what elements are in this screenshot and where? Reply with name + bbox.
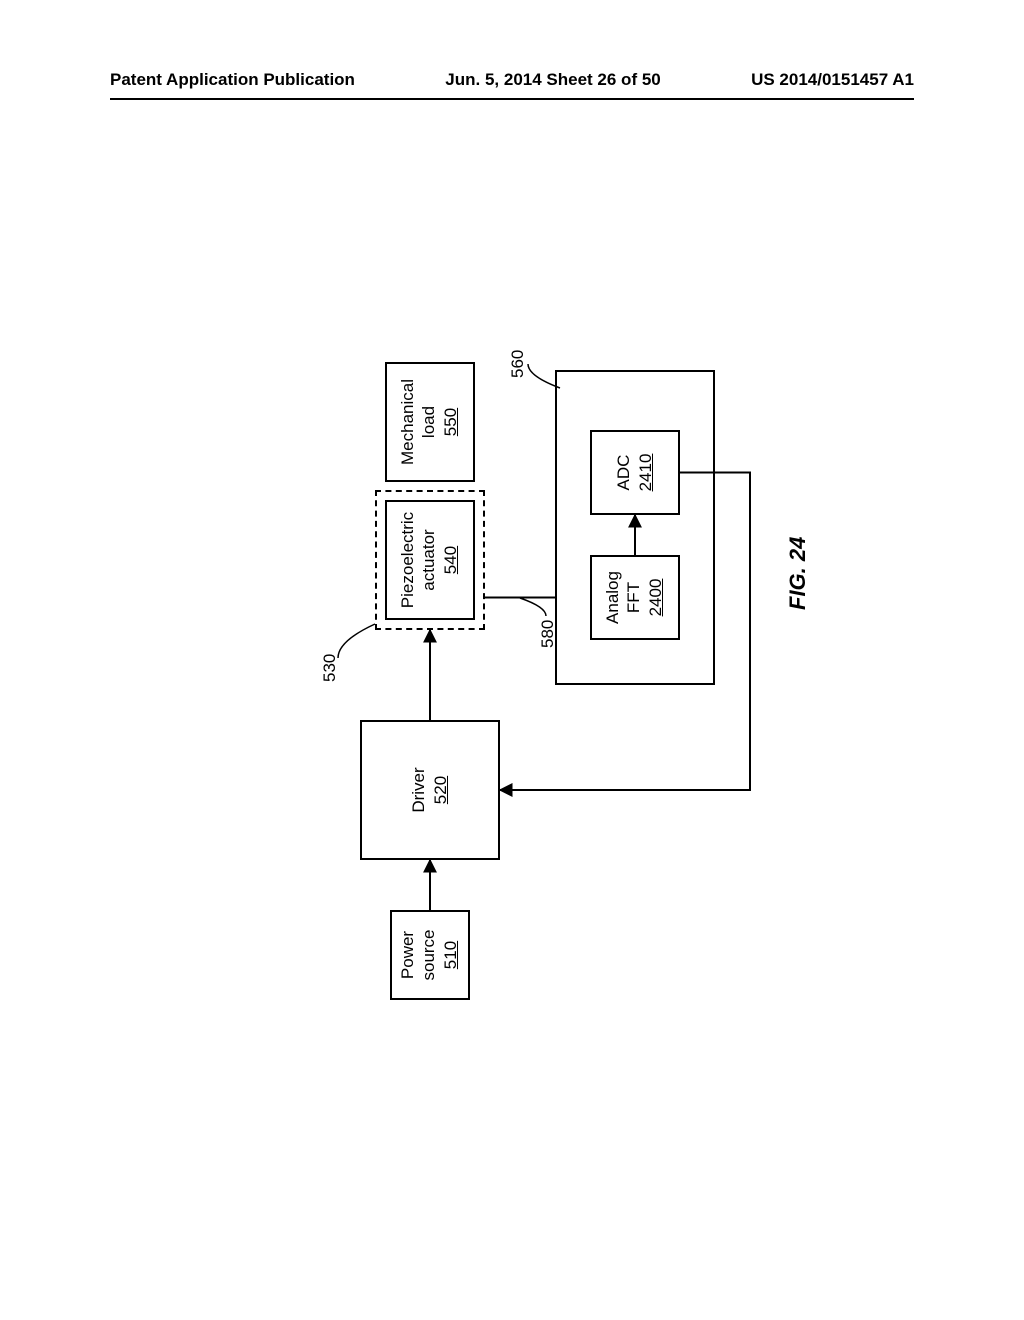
figure-caption: FIG. 24 [785, 537, 811, 610]
ref-580: 580 [538, 620, 558, 648]
block-label: AnalogFFT [603, 571, 644, 624]
header-center: Jun. 5, 2014 Sheet 26 of 50 [445, 70, 660, 90]
block-analog-fft: AnalogFFT 2400 [590, 555, 680, 640]
header-right: US 2014/0151457 A1 [751, 70, 914, 90]
block-label: ADC [614, 455, 634, 491]
ref-560: 560 [508, 350, 528, 378]
diagram-area: Powersource 510 Driver 520 Piezoelectric… [160, 300, 860, 1000]
ref-530: 530 [320, 654, 340, 682]
diagram-rotated: Powersource 510 Driver 520 Piezoelectric… [160, 300, 860, 1000]
block-driver: Driver 520 [360, 720, 500, 860]
block-mechanical-load: Mechanicalload 550 [385, 362, 475, 482]
block-num: 510 [441, 941, 461, 969]
block-label: Piezoelectricactuator [398, 512, 439, 608]
header-left: Patent Application Publication [110, 70, 355, 90]
block-num: 550 [441, 408, 461, 436]
page-header: Patent Application Publication Jun. 5, 2… [0, 70, 1024, 90]
block-num: 520 [431, 776, 451, 804]
block-adc: ADC 2410 [590, 430, 680, 515]
header-rule [110, 98, 914, 100]
block-label: Powersource [398, 929, 439, 980]
diagram-connectors [160, 300, 860, 1000]
block-label: Mechanicalload [398, 379, 439, 465]
block-power-source: Powersource 510 [390, 910, 470, 1000]
block-num: 540 [441, 546, 461, 574]
block-piezo-actuator: Piezoelectricactuator 540 [385, 500, 475, 620]
block-num: 2400 [646, 579, 666, 617]
block-label: Driver [409, 767, 429, 812]
block-num: 2410 [636, 454, 656, 492]
